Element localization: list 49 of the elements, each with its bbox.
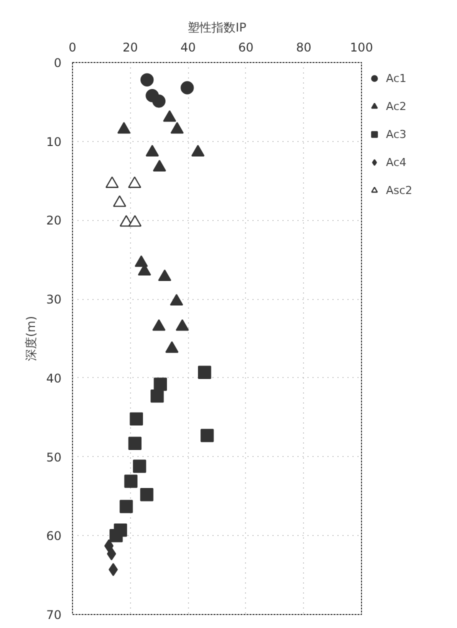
x-axis-title: 塑性指数IP (188, 20, 246, 34)
point (154, 378, 167, 391)
point (170, 122, 184, 134)
point (146, 144, 159, 156)
point (152, 319, 166, 331)
x-tick-label: 0 (68, 40, 76, 54)
point (117, 122, 131, 134)
point (132, 460, 146, 473)
y-axis-title: 深度(m) (24, 316, 38, 362)
point (128, 176, 142, 188)
point (200, 428, 214, 442)
point (158, 269, 172, 282)
point (152, 160, 166, 172)
legend-label: Ac2 (386, 100, 406, 112)
point (110, 529, 123, 542)
x-tick-label: 40 (180, 40, 196, 54)
point (113, 195, 126, 207)
x-tick-label: 60 (238, 40, 254, 54)
point (106, 547, 116, 560)
point (105, 176, 119, 188)
x-tick-label: 20 (122, 40, 138, 54)
point (176, 319, 189, 331)
y-tick-label: 30 (46, 292, 62, 307)
legend-label: Ac4 (386, 156, 406, 168)
legend-label: Ac1 (386, 72, 406, 84)
point (134, 255, 148, 267)
point (140, 488, 154, 502)
point (130, 412, 143, 426)
point (128, 436, 142, 450)
point (124, 474, 138, 488)
point (150, 389, 164, 403)
point (165, 341, 179, 353)
y-tick-label: 70 (46, 608, 62, 622)
y-tick-label: 60 (46, 529, 62, 544)
x-tick-label: 100 (350, 40, 373, 54)
x-tick-label: 80 (296, 40, 312, 54)
y-tick-label: 10 (46, 134, 62, 149)
point (120, 500, 133, 514)
y-tick-label: 40 (46, 371, 62, 386)
point (128, 215, 142, 227)
point (198, 366, 212, 380)
legend-label: Ac3 (386, 128, 406, 140)
legend-label: Asc2 (386, 184, 412, 196)
y-tick-label: 20 (46, 214, 62, 228)
point (170, 294, 184, 306)
y-tick-label: 50 (46, 450, 62, 464)
y-tick-label: 0 (54, 56, 62, 70)
point (191, 144, 205, 156)
point (163, 110, 176, 122)
